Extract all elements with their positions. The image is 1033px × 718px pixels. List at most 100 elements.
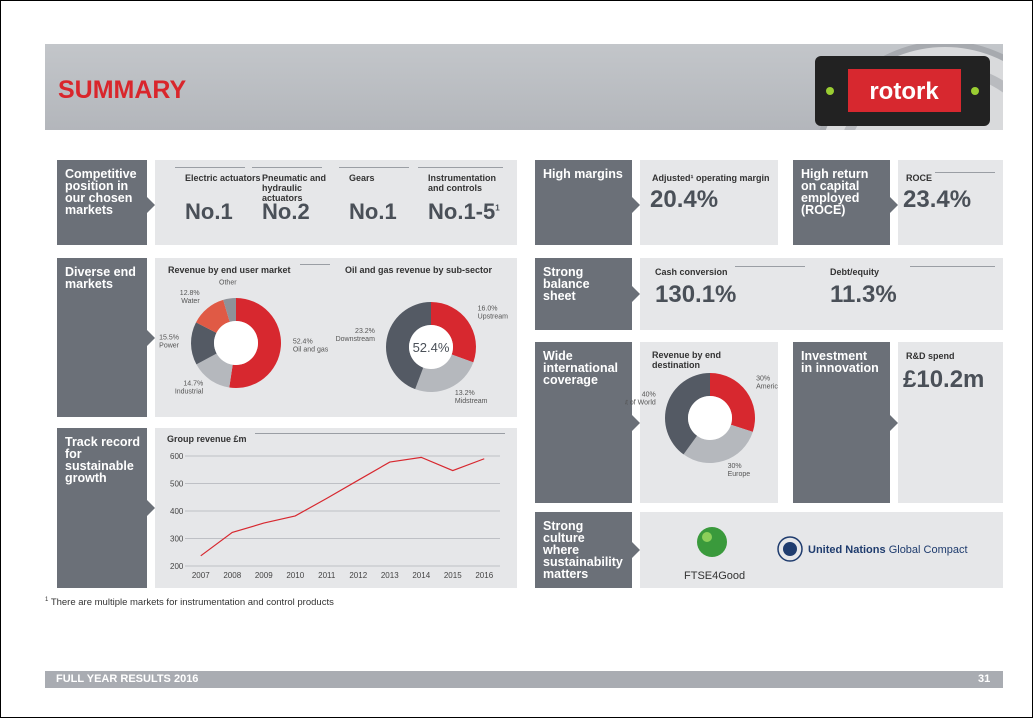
chart-title: Revenue by end user market (168, 265, 291, 275)
market-rank: No.1-51 (428, 199, 500, 225)
x-tick-label: 2009 (255, 571, 273, 580)
footer-text: FULL YEAR RESULTS 2016 (56, 673, 198, 685)
slice-category-label: Downstream (336, 336, 375, 343)
slice-category-label: Americas (756, 383, 778, 390)
chart-title: Group revenue £m (167, 434, 247, 444)
slice-value-label: 30% (728, 463, 742, 470)
slice-category-label: Midstream (455, 398, 488, 405)
market-rank: No.2 (262, 199, 310, 225)
slice-category-label: Oil and gas (293, 346, 329, 353)
globe-highlight (702, 532, 712, 542)
rank-text: No.1-5 (428, 199, 495, 224)
x-tick-label: 2011 (318, 571, 336, 580)
un-emblem (775, 534, 805, 566)
ftse-text: FTSE4Good (684, 570, 745, 582)
panel-label: Strong balance sheet (535, 258, 632, 330)
slice-value-label: 15.5% (159, 335, 179, 342)
metric-value: 11.3% (830, 281, 897, 309)
panel-label: Diverse end markets (57, 258, 147, 417)
page-number: 31 (978, 673, 990, 685)
rule (255, 433, 505, 434)
led (826, 87, 834, 95)
slice-value-label: 16.0% (478, 305, 498, 312)
label-text: Strong culture where sustainability matt… (543, 520, 623, 580)
label-text: High margins (543, 168, 623, 180)
panel-label: Strong culture where sustainability matt… (535, 512, 632, 588)
chart-title: Revenue by end destination (652, 350, 737, 370)
arrow (632, 286, 640, 302)
arrow (147, 197, 155, 213)
donut-hole (688, 396, 732, 440)
slice-value-label: 52.4% (293, 338, 313, 345)
panel-label: Investment in innovation (793, 342, 890, 503)
panel-label: High margins (535, 160, 632, 245)
emblem-globe (783, 542, 797, 556)
rule (175, 167, 245, 168)
y-tick-label: 600 (170, 452, 184, 461)
rule (910, 266, 995, 267)
panel-label: Competitive position in our chosen marke… (57, 160, 147, 245)
metric-value: £10.2m (903, 366, 984, 394)
arrow (632, 542, 640, 558)
panel-label: Wide international coverage (535, 342, 632, 503)
rank-text: No.2 (262, 199, 310, 224)
metric-name: ROCE (906, 173, 932, 183)
y-tick-label: 500 (170, 480, 184, 489)
donut-chart: 52.4%Oil and gas 14.7%Industrial 15.5%Powe… (150, 277, 335, 417)
rank-text: No.1 (185, 199, 233, 224)
donut-hole (214, 321, 258, 365)
x-tick-label: 2010 (286, 571, 304, 580)
label-text: Wide international coverage (543, 350, 623, 386)
revenue-line (201, 457, 485, 555)
un-text: United Nations Global Compact (808, 544, 968, 556)
x-tick-label: 2008 (223, 571, 241, 580)
x-tick-label: 2013 (381, 571, 399, 580)
metric-value: 23.4% (903, 186, 971, 214)
rule (339, 167, 409, 168)
market-rank: No.1 (185, 199, 233, 225)
rank-note: 1 (495, 204, 499, 213)
led (971, 87, 979, 95)
label-text: Competitive position in our chosen marke… (65, 168, 145, 216)
rule (418, 167, 503, 168)
slice-value-label: 30% (756, 375, 770, 382)
slice-value-label: 23.2% (355, 328, 375, 335)
market-name: Gears (349, 173, 429, 183)
slice-value-label: 13.2% (455, 390, 475, 397)
page: SUMMARY rotork Competitive position in o… (0, 0, 1033, 718)
x-tick-label: 2014 (412, 571, 430, 580)
y-tick-label: 400 (170, 507, 184, 516)
market-name: Electric actuators (185, 173, 265, 183)
chart-title: Oil and gas revenue by sub-sector (345, 265, 492, 275)
rule (735, 266, 805, 267)
globe (697, 527, 727, 557)
page-title: SUMMARY (58, 76, 186, 105)
slice-category-label: Water (181, 298, 200, 305)
arrow (632, 197, 640, 213)
y-tick-label: 200 (170, 562, 184, 571)
rank-text: No.1 (349, 199, 397, 224)
panel-label: Track record for sustainable growth (57, 428, 147, 588)
label-text: High return on capital employed (ROCE) (801, 168, 871, 216)
x-tick-label: 2015 (444, 571, 462, 580)
metric-name: R&D spend (906, 351, 955, 361)
logo-text: rotork (869, 78, 939, 105)
metric-value: 130.1% (655, 281, 736, 309)
arrow (890, 415, 898, 431)
un-bold: United Nations (808, 544, 886, 556)
slice-category-label: Europe (728, 471, 751, 478)
slice-category-label: Industrial (175, 389, 204, 396)
footnote-text: There are multiple markets for instrumen… (51, 597, 334, 608)
label-text: Diverse end markets (65, 266, 145, 290)
rule (252, 167, 322, 168)
y-tick-label: 300 (170, 535, 184, 544)
slice-value-label: 4.6% (220, 277, 236, 279)
slice-value-label: 14.7% (183, 381, 203, 388)
x-tick-label: 2016 (475, 571, 493, 580)
donut-chart: 30%Americas30%Europe40%Rest of World (625, 370, 778, 500)
donut-chart: 16.0%Upstream13.2%Midstream23.2%Downstre… (335, 277, 515, 417)
slice-category-label: Power (159, 343, 180, 350)
market-name: Instrumentation and controls (428, 173, 508, 193)
arrow (890, 197, 898, 213)
